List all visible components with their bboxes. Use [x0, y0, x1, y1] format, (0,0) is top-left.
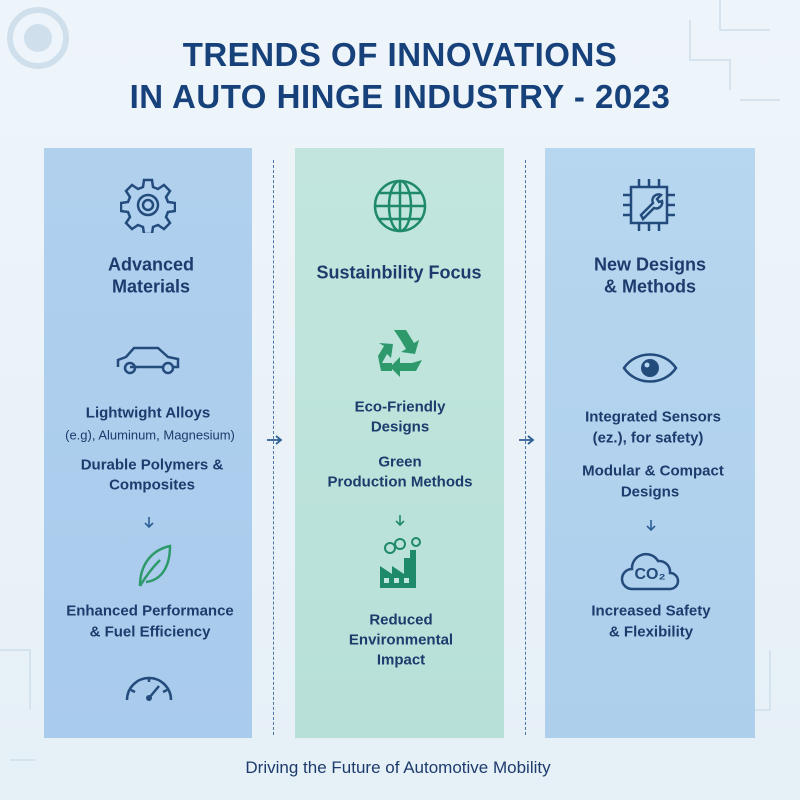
item-text: Production Methods	[327, 473, 473, 491]
eye-icon	[622, 353, 678, 383]
column-heading: & Methods	[604, 276, 696, 297]
item-text: Lightwight Alloys	[85, 404, 211, 422]
item-text: Integrated Sensors	[585, 408, 721, 426]
car-icon	[116, 346, 180, 375]
item-text: Modular & Compact	[582, 462, 724, 480]
item-text: (ez.), for safety)	[592, 429, 704, 447]
chip-icon	[623, 179, 675, 231]
arrow	[144, 517, 154, 529]
item-text: Durable Polymers &	[80, 456, 224, 474]
item-text: Composites	[109, 476, 195, 494]
footer: Driving the Future of Automotive Mobilit…	[245, 758, 551, 777]
gauge-icon	[125, 676, 173, 701]
gear-icon	[120, 178, 176, 233]
title-line: IN AUTO HINGE INDUSTRY - 2023	[129, 78, 671, 115]
recycle-icon	[378, 330, 422, 377]
item-text: Eco-Friendly	[354, 398, 446, 416]
cloud-icon	[620, 552, 680, 591]
result-text: Impact	[376, 651, 426, 669]
result-text: Increased Safety	[591, 602, 711, 620]
factory-icon	[380, 537, 421, 588]
globe-icon	[373, 179, 427, 233]
divider	[525, 160, 526, 735]
arrow	[395, 515, 405, 527]
item-text: (e.g), Aluminum, Magnesium)	[65, 427, 235, 443]
arrow	[267, 435, 283, 445]
item-text: Designs	[370, 418, 430, 436]
column-heading: Materials	[111, 276, 191, 297]
divider	[273, 160, 274, 735]
arrow	[646, 520, 656, 532]
title-line: TRENDS OF INNOVATIONS	[182, 36, 618, 73]
result-text: Environmental	[348, 631, 454, 649]
arrow	[519, 435, 535, 445]
column-heading: Advanced	[107, 254, 195, 275]
result-text: & Flexibility	[608, 623, 694, 641]
column-panel	[44, 148, 252, 738]
leaf-icon	[138, 544, 172, 587]
column-heading: Sustainbility Focus	[316, 262, 482, 283]
item-text: Designs	[620, 483, 680, 501]
item-text: Green	[378, 453, 422, 471]
result-text: Reduced	[369, 611, 433, 629]
result-text: & Fuel Efficiency	[89, 623, 211, 641]
result-text: Enhanced Performance	[66, 602, 234, 620]
column-heading: New Designs	[593, 254, 707, 275]
column-panel	[295, 148, 504, 738]
column-panel	[545, 148, 755, 738]
icon-label: CO₂	[634, 566, 666, 583]
